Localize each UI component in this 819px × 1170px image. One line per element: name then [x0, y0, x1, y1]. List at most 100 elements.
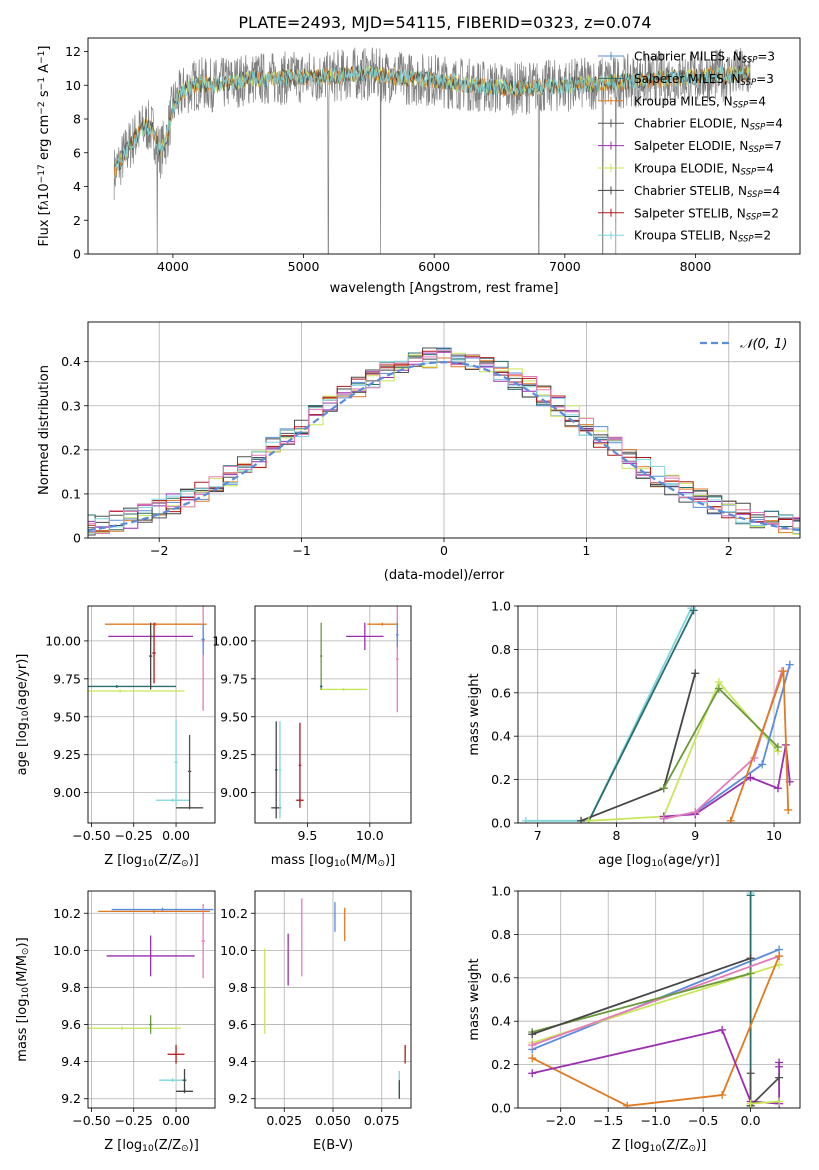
x-tick-label: 4000	[157, 259, 189, 274]
y-tick-label: 9.8	[228, 980, 248, 995]
y-tick-label: 0.2	[61, 442, 81, 457]
panel-mass_weight_vs_Z: −2.0 −1.5 −1.0 −0.5 0.0 0.0 0.2 0.4 0.6 0.8 1.0 Z […	[467, 884, 801, 1154]
y-axis-label: Normed distribution	[37, 365, 52, 495]
axes-frame	[254, 890, 412, 1109]
x-tick-label: 2	[725, 543, 733, 558]
plot-area	[88, 322, 800, 538]
plot-area	[518, 606, 800, 823]
y-tick-label: 9.8	[61, 980, 81, 995]
x-tick-label: −1	[292, 543, 310, 558]
y-tick-label: 9.6	[228, 1017, 248, 1032]
axes-frame	[87, 605, 216, 824]
y-tick-label: 10.00	[212, 633, 248, 648]
y-tick-label: 10.2	[220, 906, 248, 921]
y-tick-label: 9.4	[61, 1054, 81, 1069]
panel-residuals: −2 −1 0 1 2 0 0.1 0.2 0.3 0.4 (data-model)/error No…	[37, 321, 801, 583]
y-tick-label: 9.50	[220, 709, 248, 724]
x-tick-label: 0.050	[315, 1113, 351, 1128]
y-tick-label: 1.0	[491, 599, 511, 614]
y-tick-label: 10.00	[45, 633, 81, 648]
y-tick-label: 6	[73, 145, 81, 160]
y-tick-label: 10.0	[220, 943, 248, 958]
axes-frame	[87, 890, 216, 1109]
x-tick-label: 10	[766, 828, 782, 843]
legend-label: Chabrier STELIB, NSSP=4	[634, 184, 780, 200]
y-axis-label: Flux [fλ10−17 erg cm−2 s−1 A−1]	[37, 45, 52, 246]
y-tick-label: 9.25	[53, 747, 81, 762]
x-tick-label: 0.00	[162, 828, 190, 843]
x-tick-label: 0.025	[266, 1113, 302, 1128]
x-axis-label: Z [log10(Z/Z⊙)]	[104, 1138, 199, 1154]
legend-label: Kroupa STELIB, NSSP=2	[634, 229, 771, 245]
y-tick-label: 9.2	[61, 1091, 81, 1106]
y-tick-label: 0.2	[491, 1057, 511, 1072]
x-axis-label: E(B-V)	[313, 1138, 353, 1153]
x-tick-label: −2.0	[546, 1113, 576, 1128]
series-line	[750, 1100, 780, 1105]
y-tick-label: 10.2	[53, 906, 81, 921]
axes-frame	[254, 605, 412, 824]
y-tick-label: 0.1	[61, 486, 81, 501]
x-tick-label: −0.5	[688, 1113, 718, 1128]
x-tick-label: 0.00	[162, 1113, 190, 1128]
x-axis-label: Z [log10(Z/Z⊙)]	[104, 853, 199, 869]
x-tick-label: 9.5	[297, 828, 317, 843]
spectrum-model-line	[113, 65, 751, 179]
x-axis-label: age [log10(age/yr)]	[598, 853, 720, 869]
legend-label: 𝒩(0, 1)	[740, 337, 787, 352]
y-tick-label: 0.4	[491, 1014, 511, 1029]
x-tick-label: 7000	[549, 259, 581, 274]
normal-curve	[88, 360, 800, 532]
panel-mass_vs_Z: −0.50 −0.25 0.00 9.2 9.4 9.6 9.8 10.0 10.2 Z [log…	[15, 890, 216, 1154]
spectrum-data-line	[113, 47, 751, 254]
y-tick-label: 10.0	[53, 943, 81, 958]
x-tick-label: 6000	[418, 259, 450, 274]
x-tick-label: −0.25	[115, 1113, 153, 1128]
y-tick-label: 9.00	[220, 785, 248, 800]
legend-label: Chabrier ELODIE, NSSP=4	[634, 117, 783, 133]
legend-label: Chabrier MILES, NSSP=3	[634, 50, 775, 66]
panel-spectrum: 4000 5000 6000 7000 8000 0 2 4 6 8 10 12 wavelength …	[37, 37, 801, 296]
x-tick-label: −1.5	[593, 1113, 623, 1128]
legend: Chabrier MILES, NSSP=3 Salpeter MILES, NS…	[598, 50, 783, 245]
y-axis-label: mass weight	[467, 673, 482, 755]
legend-label: Kroupa MILES, NSSP=4	[634, 94, 766, 110]
y-tick-label: 9.25	[220, 747, 248, 762]
x-axis-label: Z [log10(Z/Z⊙)]	[612, 1138, 707, 1154]
plot-area	[518, 891, 800, 1108]
series-line	[729, 670, 790, 822]
y-tick-label: 4	[73, 179, 81, 194]
y-tick-label: 9.00	[53, 785, 81, 800]
y-tick-label: 0.8	[491, 642, 511, 657]
y-axis-label: age [log10(age/yr)]	[15, 654, 31, 776]
y-tick-label: 0.4	[61, 354, 81, 369]
series-line	[531, 955, 780, 1046]
y-tick-label: 12	[65, 44, 81, 59]
x-tick-label: −0.50	[72, 828, 110, 843]
x-axis-label: mass [log10(M/M⊙)]	[271, 853, 395, 869]
y-tick-label: 1.0	[491, 884, 511, 899]
series-line	[580, 673, 697, 822]
y-tick-label: 9.2	[228, 1091, 248, 1106]
axes-frame	[517, 605, 801, 824]
plot-area	[88, 891, 215, 1108]
y-tick-label: 0	[73, 531, 81, 546]
y-tick-label: 0.3	[61, 398, 81, 413]
plot-area	[113, 47, 751, 254]
y-tick-label: 2	[73, 213, 81, 228]
x-tick-label: −2	[150, 543, 168, 558]
y-tick-label: 9.50	[53, 709, 81, 724]
x-tick-label: −0.50	[72, 1113, 110, 1128]
y-tick-label: 0.2	[491, 772, 511, 787]
y-tick-label: 0.6	[491, 970, 511, 985]
x-tick-label: 7	[534, 828, 542, 843]
x-tick-label: −0.25	[115, 828, 153, 843]
panel-age_vs_mass: 9.5 10.0 9.00 9.25 9.50 9.75 10.00 mass [log10(…	[212, 605, 412, 869]
series-line	[663, 664, 791, 820]
panel-mass_weight_vs_age: 7 8 9 10 0.0 0.2 0.4 0.6 0.8 1.0 age [log10(age/yr…	[467, 599, 801, 869]
x-tick-label: 5000	[288, 259, 320, 274]
plot-area	[255, 606, 411, 823]
y-tick-label: 9.6	[61, 1017, 81, 1032]
y-tick-label: 8	[73, 112, 81, 127]
y-tick-label: 0.4	[491, 729, 511, 744]
